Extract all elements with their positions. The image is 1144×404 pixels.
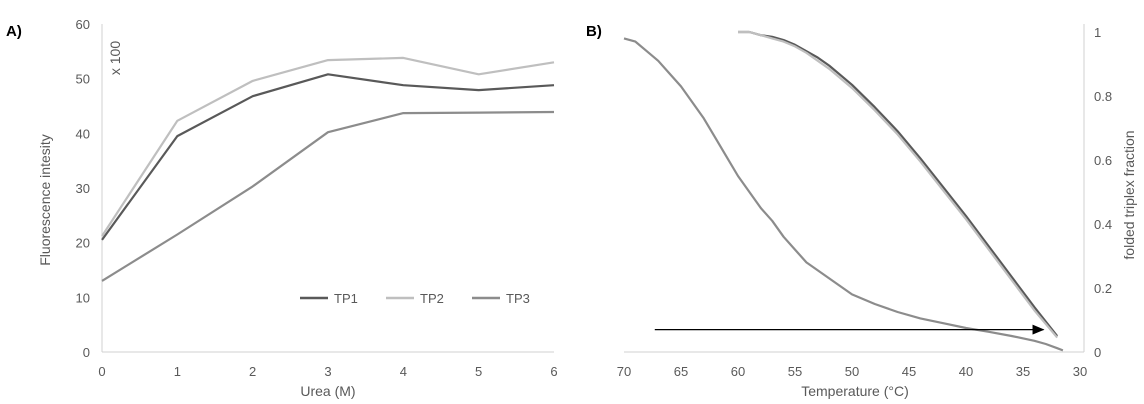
panel-a-x-tick-label: 6: [550, 364, 557, 379]
legend-label-tp1: TP1: [334, 291, 358, 306]
panel-a-y-tick-label: 10: [76, 290, 90, 305]
panel-a-y-unit-label: x 100: [107, 41, 123, 75]
panel-b-y-axis-label: folded triplex fraction: [1121, 130, 1137, 259]
panel-b-axes: 0 0.2 0.4 0.6 0.8 1 70 65 60 55 50 45 40 35 30: [617, 24, 1112, 379]
legend-label-tp2: TP2: [420, 291, 444, 306]
panel-b-y-tick-label: 1: [1094, 25, 1101, 40]
panel-a-x-tick-label: 0: [98, 364, 105, 379]
panel-a-y-tick-label: 0: [83, 345, 90, 360]
panel-a-x-tick-label: 2: [249, 364, 256, 379]
panel-b-y-tick-label: 0.4: [1094, 217, 1112, 232]
panel-a-y-tick-label: 20: [76, 236, 90, 251]
series-line-tp3: [101, 110, 555, 282]
panel-b-x-axis-label: Temperature (°C): [801, 383, 909, 399]
panel-b-x-tick-label: 30: [1073, 364, 1087, 379]
panel-a-x-axis-label: Urea (M): [300, 383, 355, 399]
panel-b-x-tick-label: 70: [617, 364, 631, 379]
panel-a-y-tick-label: 60: [76, 17, 90, 32]
panel-a-label: A): [6, 23, 22, 40]
panel-b-x-tick-label: 50: [845, 364, 859, 379]
panel-a-y-tick-label: 50: [76, 72, 90, 87]
panel-b-x-tick-label: 60: [731, 364, 745, 379]
panel-b-series: [623, 30, 1064, 352]
series-line-tp2: [101, 56, 555, 237]
panel-a-x-tick-label: 4: [400, 364, 407, 379]
series-line-tp1: [101, 73, 555, 241]
panel-b-y-tick-label: 0.6: [1094, 153, 1112, 168]
melting-curve-2: [738, 30, 1059, 337]
legend-label-tp3: TP3: [506, 291, 530, 306]
panel-a-y-tick-label: 40: [76, 126, 90, 141]
melting-curve-3: [738, 30, 1059, 339]
panel-b-x-tick-label: 35: [1016, 364, 1030, 379]
panel-b-x-tick-label: 65: [674, 364, 688, 379]
panel-b-x-tick-label: 40: [959, 364, 973, 379]
panel-a-x-tick-label: 1: [174, 364, 181, 379]
panel-b: B) folded triplex fraction Temperature (…: [586, 23, 1137, 399]
panel-b-y-tick-label: 0: [1094, 345, 1101, 360]
panel-a-axes: 0 10 20 30 40 50 60 0 1 2 3 4 5 6: [76, 17, 558, 379]
panel-b-label: B): [586, 23, 602, 40]
panel-b-y-tick-label: 0.8: [1094, 89, 1112, 104]
panel-a-y-tick-label: 30: [76, 181, 90, 196]
panel-a-legend: TP1 TP2 TP3: [300, 291, 530, 306]
panel-a-y-axis-label: Fluorescence intesity: [37, 134, 53, 266]
panel-b-x-tick-label: 45: [902, 364, 916, 379]
panel-a: A) Fluorescence intesity x 100 Urea (M) …: [6, 17, 558, 399]
panel-b-x-tick-label: 55: [788, 364, 802, 379]
melting-curve-1: [623, 37, 1064, 352]
panel-a-x-tick-label: 3: [324, 364, 331, 379]
panel-a-x-tick-label: 5: [475, 364, 482, 379]
panel-b-y-tick-label: 0.2: [1094, 281, 1112, 296]
panel-a-series: [101, 56, 555, 282]
